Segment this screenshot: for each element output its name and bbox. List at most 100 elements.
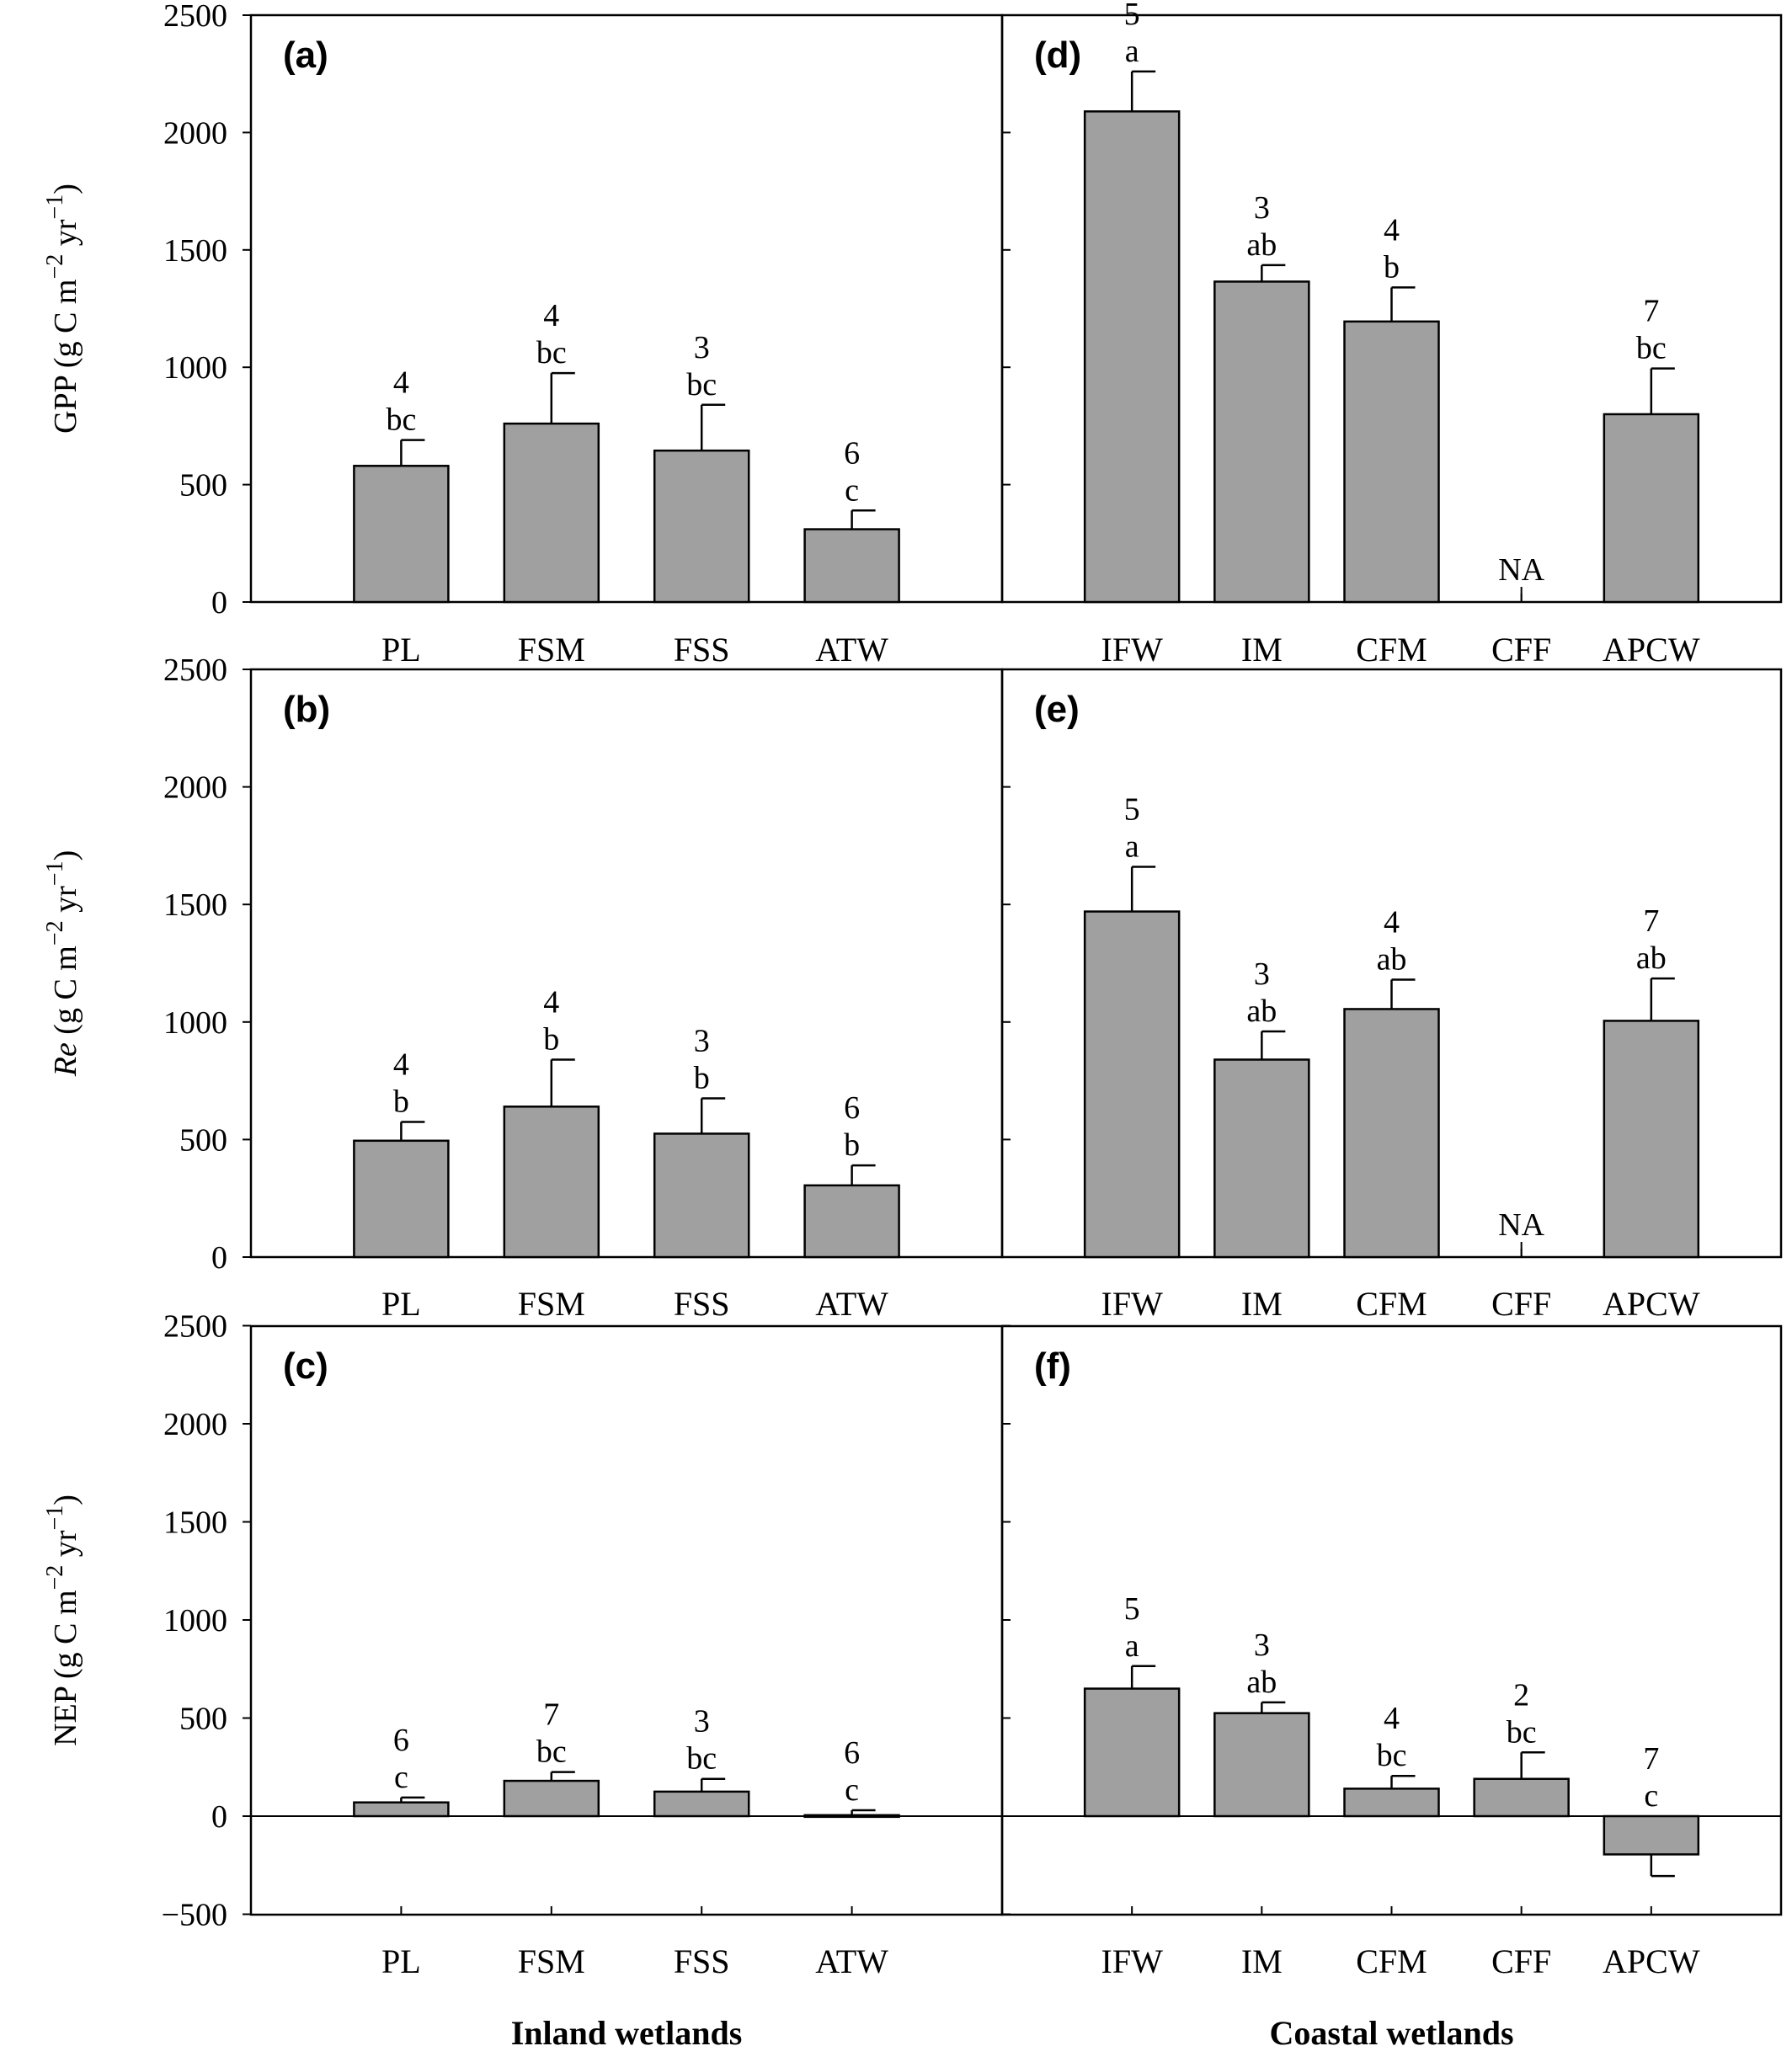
- sample-size: 3: [694, 1024, 710, 1059]
- sample-size: 6: [393, 1723, 409, 1758]
- plot-frame: [249, 1324, 1004, 1916]
- x-tick-label: PL: [381, 1942, 421, 1980]
- y-tick-label: 1000: [163, 1603, 227, 1638]
- y-axis-label-part: ): [48, 850, 83, 861]
- sample-size: 4: [393, 1047, 409, 1082]
- significance-letter: bc: [686, 367, 717, 402]
- bar: [353, 1801, 450, 1818]
- significance-letter: bc: [386, 402, 416, 438]
- sample-size: 4: [1384, 212, 1400, 248]
- sample-size: 5: [1124, 1591, 1140, 1627]
- panel-label: (b): [283, 689, 330, 730]
- significance-letter: bc: [1507, 1714, 1537, 1750]
- x-tick-label: PL: [381, 1285, 421, 1323]
- y-tick-label: 500: [179, 1702, 227, 1737]
- significance-letter: c: [394, 1760, 408, 1795]
- y-tick-label: 2500: [163, 0, 227, 34]
- x-tick-label: CFM: [1356, 1285, 1427, 1323]
- panel-row-2: 0 500 1000 1500 2000 2500 Re (g C m−2 yr−1) (b)…: [42, 653, 1783, 1323]
- panel-label: (f): [1034, 1345, 1071, 1387]
- panel-label: (c): [283, 1345, 328, 1387]
- y-tick-label: 0: [211, 1240, 227, 1276]
- x-tick-label: FSM: [518, 631, 585, 669]
- y-tick-label: 0: [211, 1799, 227, 1835]
- x-tick-label: CFM: [1356, 631, 1427, 669]
- group-label-coastal: Coastal wetlands: [1269, 2014, 1513, 2046]
- y-axis-label: Re (g C m−2 yr−1): [42, 850, 83, 1078]
- y-tick-label: 2500: [163, 653, 227, 688]
- sample-size: 4: [1384, 1701, 1400, 1736]
- panel-label: (e): [1034, 689, 1080, 730]
- y-axis-label-part: yr: [48, 886, 83, 921]
- sample-size: 6: [844, 1735, 860, 1771]
- y-axis-label-part: yr: [48, 1530, 83, 1565]
- significance-letter: bc: [1377, 1738, 1407, 1773]
- y-tick-label: 2000: [163, 1407, 227, 1442]
- sample-size: 4: [1384, 905, 1400, 940]
- panel-label: (d): [1034, 35, 1081, 76]
- y-axis-label-part: −1: [42, 1505, 68, 1531]
- x-tick-label: FSS: [674, 1942, 730, 1980]
- group-label-inland: Inland wetlands: [511, 2014, 743, 2046]
- sample-size: 3: [694, 330, 710, 365]
- bar: [803, 528, 900, 604]
- x-tick-label: IM: [1241, 1285, 1283, 1323]
- sample-size: 3: [694, 1704, 710, 1740]
- x-tick-label: IFW: [1101, 631, 1164, 669]
- na-label: NA: [1498, 1207, 1544, 1243]
- x-tick-label: FSS: [674, 631, 730, 669]
- bar: [1343, 1788, 1440, 1818]
- bar: [803, 1184, 900, 1259]
- bar: [353, 1139, 450, 1259]
- y-axis-label-part: −1: [42, 860, 68, 886]
- bar: [503, 1106, 600, 1259]
- bar: [353, 465, 450, 604]
- y-axis-label: NEP (g C m−2 yr−1): [42, 1495, 83, 1746]
- significance-letter: c: [845, 1772, 859, 1808]
- significance-letter: b: [844, 1127, 860, 1163]
- sample-size: 4: [543, 984, 559, 1020]
- bar: [803, 1814, 900, 1819]
- bar: [1083, 1687, 1181, 1818]
- x-tick-label: ATW: [815, 631, 888, 669]
- bar: [503, 422, 600, 604]
- bar: [1213, 1058, 1310, 1259]
- y-axis-label-part: −2: [42, 920, 68, 946]
- y-axis-label-part: (g C m: [48, 946, 83, 1042]
- y-tick-label: 0: [211, 585, 227, 621]
- x-tick-label: FSM: [518, 1285, 585, 1323]
- sample-size: 4: [393, 365, 409, 401]
- bar: [1213, 280, 1310, 604]
- y-axis-label-part: Re: [48, 1042, 83, 1077]
- sample-size: 3: [1254, 190, 1270, 226]
- x-tick-label: IM: [1241, 1942, 1283, 1980]
- y-axis-label-part: (g C m: [48, 280, 83, 376]
- bar: [1603, 1020, 1700, 1259]
- significance-letter: ab: [1246, 1665, 1277, 1700]
- x-tick-label: CFM: [1356, 1942, 1427, 1980]
- sample-size: 7: [1643, 294, 1659, 329]
- significance-letter: ab: [1377, 942, 1407, 978]
- x-tick-label: APCW: [1603, 1285, 1700, 1323]
- y-axis-label-part: ): [48, 1495, 83, 1505]
- x-tick-label: CFF: [1491, 1942, 1551, 1980]
- y-axis-label-part: −2: [42, 254, 68, 280]
- panel-d: (d) IFW a5 IM ab3 CFM b4 CFF NA APCW bc7: [1000, 0, 1783, 669]
- bar: [1473, 1777, 1570, 1818]
- significance-letter: bc: [536, 335, 567, 370]
- x-tick-label: FSM: [518, 1942, 585, 1980]
- bar: [1083, 910, 1181, 1259]
- bar: [1083, 110, 1181, 604]
- x-tick-label: IM: [1241, 631, 1283, 669]
- sample-size: 7: [1643, 903, 1659, 939]
- bar: [1213, 1712, 1310, 1818]
- x-tick-label: CFF: [1491, 1285, 1551, 1323]
- x-tick-label: APCW: [1603, 1942, 1700, 1980]
- significance-letter: c: [1644, 1778, 1658, 1814]
